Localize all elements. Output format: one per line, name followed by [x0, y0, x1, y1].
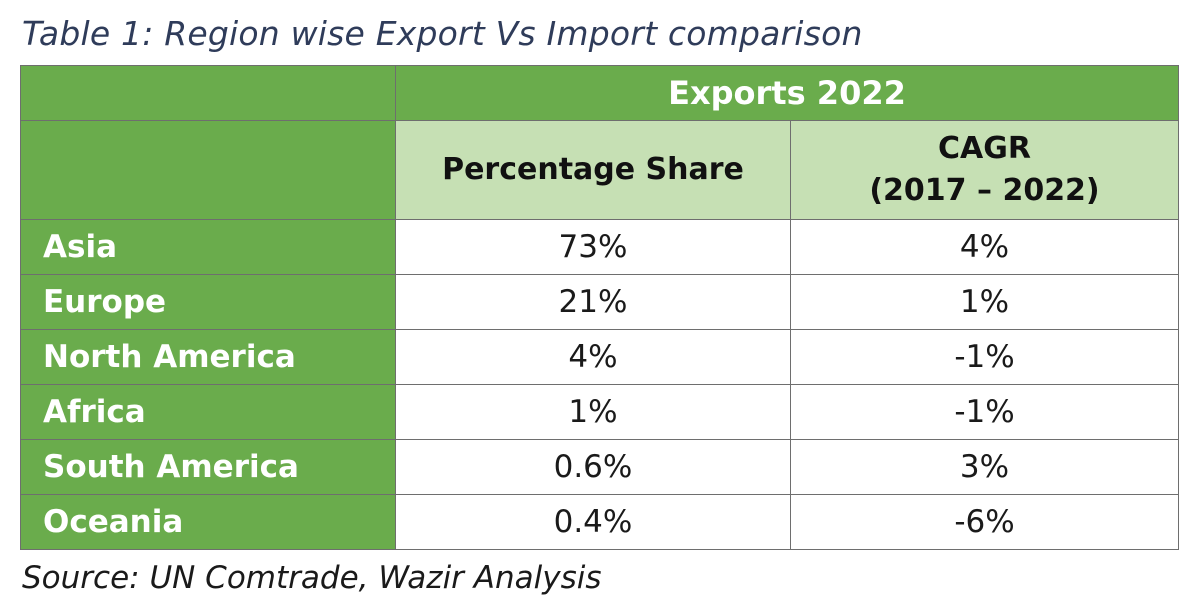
table-row: Asia 73% 4%: [20, 219, 1179, 275]
source-note: Source: UN Comtrade, Wazir Analysis: [22, 560, 602, 596]
cagr-header-line2: (2017 – 2022): [869, 173, 1100, 208]
table-row: North America 4% -1%: [20, 329, 1179, 385]
export-comparison-table: Exports 2022 Percentage Share CAGR (2017…: [20, 65, 1179, 550]
table-row: Africa 1% -1%: [20, 384, 1179, 440]
region-cell: Africa: [20, 384, 396, 440]
region-cell: North America: [20, 329, 396, 385]
share-cell: 73%: [395, 219, 791, 275]
table-row: Europe 21% 1%: [20, 274, 1179, 330]
cagr-cell: 1%: [790, 274, 1179, 330]
table-row: Oceania 0.4% -6%: [20, 494, 1179, 550]
region-cell: Europe: [20, 274, 396, 330]
share-cell: 0.4%: [395, 494, 791, 550]
cagr-cell: 4%: [790, 219, 1179, 275]
share-cell: 0.6%: [395, 439, 791, 495]
exports-2022-header: Exports 2022: [395, 65, 1179, 121]
cagr-cell: -6%: [790, 494, 1179, 550]
table-row: South America 0.6% 3%: [20, 439, 1179, 495]
share-cell: 4%: [395, 329, 791, 385]
share-cell: 21%: [395, 274, 791, 330]
share-cell: 1%: [395, 384, 791, 440]
cagr-cell: 3%: [790, 439, 1179, 495]
header-corner-cell: [20, 65, 396, 121]
region-cell: Oceania: [20, 494, 396, 550]
header-row-columns: Percentage Share CAGR (2017 – 2022): [20, 120, 1179, 220]
header-corner-cell-lower: [20, 120, 396, 220]
cagr-cell: -1%: [790, 384, 1179, 440]
cagr-header-line1: CAGR: [938, 131, 1031, 166]
cagr-header: CAGR (2017 – 2022): [790, 120, 1179, 220]
region-cell: Asia: [20, 219, 396, 275]
header-row-group: Exports 2022: [20, 65, 1179, 121]
region-cell: South America: [20, 439, 396, 495]
cagr-cell: -1%: [790, 329, 1179, 385]
table-caption: Table 1: Region wise Export Vs Import co…: [22, 14, 863, 53]
percentage-share-header: Percentage Share: [395, 120, 791, 220]
